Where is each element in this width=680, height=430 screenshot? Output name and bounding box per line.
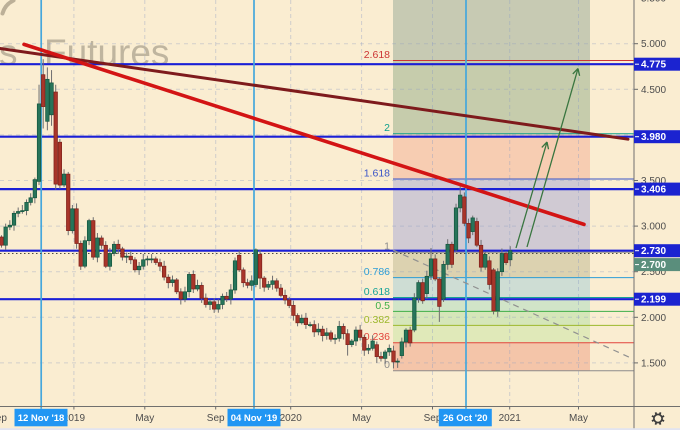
svg-text:0.236: 0.236	[364, 331, 390, 343]
svg-text:5.500: 5.500	[641, 0, 666, 5]
svg-text:1.618: 1.618	[364, 168, 390, 180]
svg-text:26 Oct '20: 26 Oct '20	[443, 413, 488, 424]
svg-text:4.500: 4.500	[641, 85, 666, 96]
svg-text:May: May	[352, 413, 371, 424]
svg-text:2.730: 2.730	[641, 246, 666, 257]
svg-text:0.382: 0.382	[364, 314, 390, 326]
svg-text:04 Nov '19: 04 Nov '19	[231, 413, 278, 424]
svg-text:3.406: 3.406	[641, 185, 666, 196]
svg-text:1.500: 1.500	[641, 358, 666, 369]
svg-text:1: 1	[384, 241, 390, 253]
svg-text:Sep: Sep	[207, 413, 225, 424]
svg-text:May: May	[135, 413, 154, 424]
svg-text:12 Nov '18: 12 Nov '18	[18, 413, 65, 424]
svg-text:2019: 2019	[63, 413, 86, 424]
svg-text:0: 0	[384, 359, 390, 371]
svg-text:May: May	[569, 413, 588, 424]
svg-text:Futures: Futures	[44, 32, 169, 73]
svg-text:2020: 2020	[280, 413, 303, 424]
svg-text:2021: 2021	[499, 413, 522, 424]
svg-text:0.618: 0.618	[364, 286, 390, 298]
svg-text:3.500: 3.500	[641, 176, 666, 187]
svg-text:2.000: 2.000	[641, 313, 666, 324]
svg-text:Sep: Sep	[424, 413, 442, 424]
svg-text:5.000: 5.000	[641, 39, 666, 50]
svg-text:2.500: 2.500	[641, 267, 666, 278]
svg-text:2.618: 2.618	[364, 49, 390, 61]
svg-text:2.700: 2.700	[641, 260, 666, 271]
svg-text:0.786: 0.786	[364, 266, 390, 278]
svg-text:Sep: Sep	[0, 413, 7, 424]
svg-text:3.980: 3.980	[641, 132, 666, 143]
svg-text:0.5: 0.5	[375, 300, 390, 312]
svg-text:3.000: 3.000	[641, 222, 666, 233]
svg-text:2: 2	[384, 122, 390, 134]
svg-text:2.199: 2.199	[641, 295, 666, 306]
svg-text:4.775: 4.775	[641, 60, 666, 71]
svg-text:s: s	[0, 32, 18, 73]
